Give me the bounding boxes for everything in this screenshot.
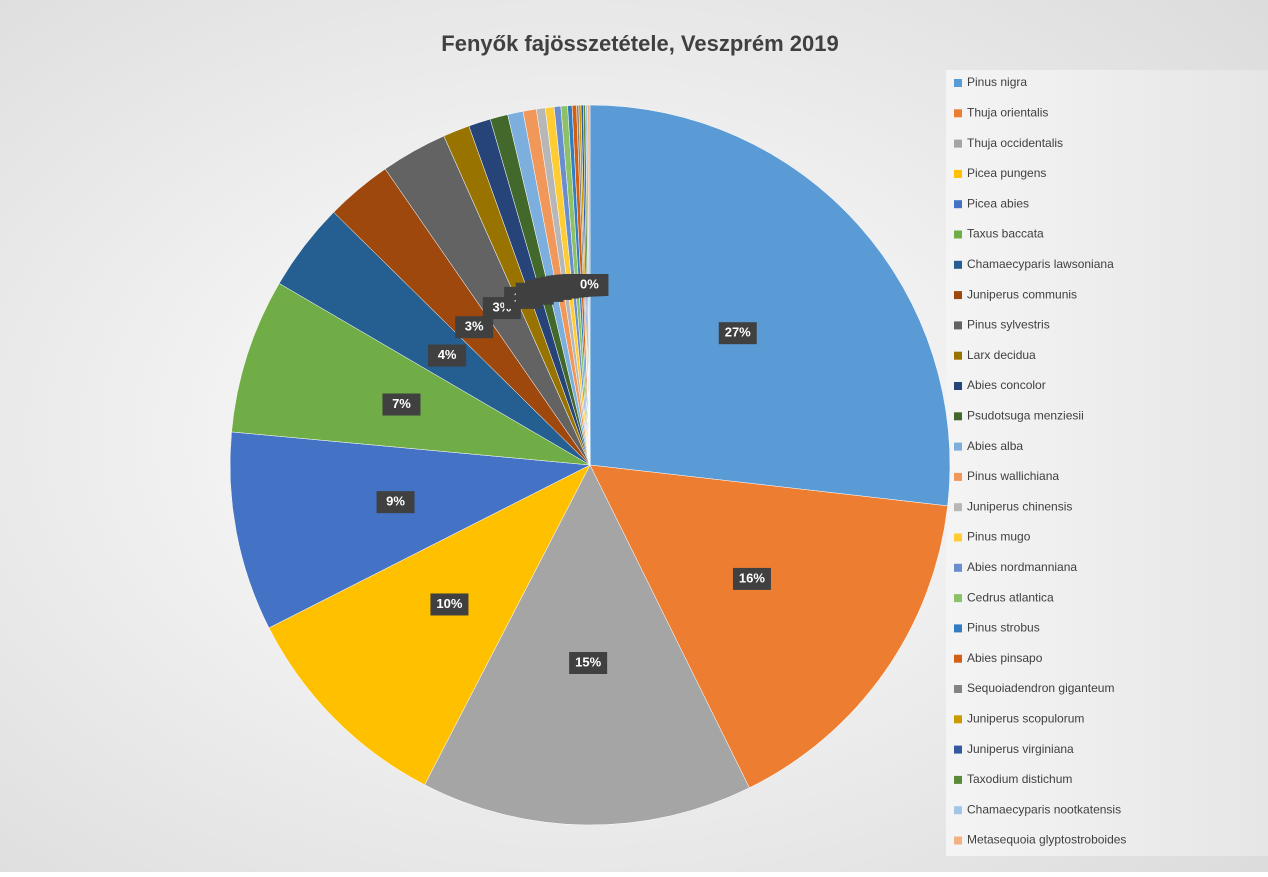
legend-swatch xyxy=(954,745,962,754)
legend-label: Picea pungens xyxy=(967,166,1046,180)
legend-label: Thuja orientalis xyxy=(967,105,1048,119)
legend-swatch xyxy=(954,260,962,269)
legend-swatch xyxy=(954,836,962,845)
legend-swatch xyxy=(954,472,962,481)
legend-swatch xyxy=(954,169,962,178)
legend-swatch xyxy=(954,806,962,815)
legend-label: Pinus sylvestris xyxy=(967,318,1050,332)
legend-label: Pinus mugo xyxy=(967,530,1031,544)
legend-label: Juniperus virginiana xyxy=(967,742,1074,756)
data-label: 16% xyxy=(739,570,765,585)
legend-label: Abies nordmanniana xyxy=(967,560,1077,574)
chart-title: Fenyők fajösszetétele, Veszprém 2019 xyxy=(441,31,838,56)
data-label: 4% xyxy=(438,347,457,362)
data-label: 15% xyxy=(575,654,601,669)
data-label: 7% xyxy=(392,396,411,411)
legend-label: Larx decidua xyxy=(967,348,1036,362)
legend-swatch xyxy=(954,200,962,209)
legend-swatch xyxy=(954,230,962,239)
data-label-box xyxy=(732,567,771,590)
legend-swatch xyxy=(954,533,962,542)
data-label-box xyxy=(376,491,415,514)
legend-label: Pinus nigra xyxy=(967,75,1027,89)
legend-label: Juniperus chinensis xyxy=(967,499,1072,513)
pie-slice xyxy=(589,104,951,507)
legend-swatch xyxy=(954,321,962,330)
data-label: 0% xyxy=(580,276,599,291)
legend-swatch xyxy=(954,654,962,663)
legend-label: Pinus strobus xyxy=(967,621,1040,635)
legend-swatch xyxy=(954,624,962,633)
data-label-box xyxy=(455,316,494,339)
legend-swatch xyxy=(954,442,962,451)
legend-label: Abies pinsapo xyxy=(967,651,1043,665)
data-label-box xyxy=(430,593,469,616)
legend-swatch xyxy=(954,563,962,572)
pie-slice xyxy=(231,283,591,466)
data-label-box xyxy=(570,274,609,297)
legend-label: Chamaecyparis nootkatensis xyxy=(967,802,1121,816)
legend-label: Cedrus atlantica xyxy=(967,590,1054,604)
legend-swatch xyxy=(954,109,962,118)
legend-label: Thuja occidentalis xyxy=(967,136,1063,150)
legend-swatch xyxy=(954,594,962,603)
legend-swatch xyxy=(954,685,962,693)
pie-slice xyxy=(589,464,948,789)
legend-label: Juniperus communis xyxy=(967,287,1077,301)
legend-label: Metasequoia glyptostroboides xyxy=(967,833,1126,847)
pie-slice xyxy=(268,464,591,786)
pie-slice xyxy=(229,431,591,629)
legend-label: Sequoiadendron giganteum xyxy=(967,681,1114,695)
data-label: 9% xyxy=(386,494,405,509)
pie-slice xyxy=(424,464,750,826)
legend-label: Abies concolor xyxy=(967,378,1046,392)
legend-swatch xyxy=(954,412,962,421)
legend-swatch xyxy=(954,79,962,87)
data-label-box xyxy=(569,651,608,674)
data-label-box xyxy=(428,344,467,367)
legend-swatch xyxy=(954,382,962,390)
legend-swatch xyxy=(954,715,962,724)
legend-swatch xyxy=(954,139,962,148)
legend-swatch xyxy=(954,351,962,360)
data-label: 27% xyxy=(725,325,751,340)
legend-box xyxy=(946,70,1268,856)
legend-label: Chamaecyparis lawsoniana xyxy=(967,257,1114,271)
data-label: 10% xyxy=(436,596,462,611)
legend-swatch xyxy=(954,291,962,300)
legend-swatch xyxy=(954,503,962,512)
legend-swatch xyxy=(954,775,962,784)
legend-label: Picea abies xyxy=(967,196,1029,210)
data-label-box xyxy=(382,393,421,416)
legend-label: Juniperus scopulorum xyxy=(967,711,1084,725)
legend-label: Taxodium distichum xyxy=(967,772,1072,786)
legend-label: Abies alba xyxy=(967,439,1023,453)
legend-label: Pinus wallichiana xyxy=(967,469,1059,483)
data-label: 3% xyxy=(465,319,484,334)
legend-label: Psudotsuga menziesii xyxy=(967,408,1084,422)
legend-label: Taxus baccata xyxy=(967,227,1044,241)
data-label-box xyxy=(718,322,757,345)
